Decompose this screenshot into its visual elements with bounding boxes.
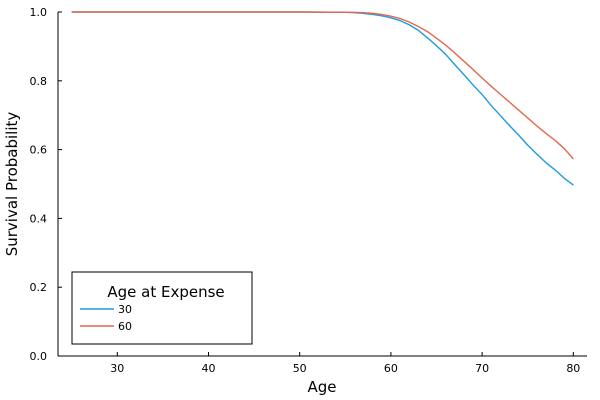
legend-label-30: 30 — [118, 303, 132, 316]
x-tick-label: 60 — [384, 362, 398, 375]
legend-box — [71, 271, 253, 345]
x-tick-label: 40 — [201, 362, 215, 375]
legend-label-60: 60 — [118, 320, 132, 333]
x-tick-label: 80 — [566, 362, 580, 375]
x-tick-label: 30 — [110, 362, 124, 375]
x-tick-label: 70 — [475, 362, 489, 375]
x-axis-title: Age — [307, 378, 336, 396]
y-tick-label: 1.0 — [30, 6, 48, 19]
x-tick-label: 50 — [293, 362, 307, 375]
y-axis-title: Survival Probability — [3, 112, 21, 257]
y-tick-label: 0.8 — [30, 75, 48, 88]
y-tick-label: 0.0 — [30, 350, 48, 363]
series-line-60 — [71, 11, 574, 160]
y-tick-label: 0.4 — [30, 212, 48, 225]
legend-title: Age at Expense — [107, 283, 224, 301]
y-tick-label: 0.6 — [30, 144, 48, 157]
series-line-30 — [71, 11, 574, 186]
legend: Age at Expense 30 60 — [71, 271, 253, 345]
y-tick-label: 0.2 — [30, 281, 48, 294]
